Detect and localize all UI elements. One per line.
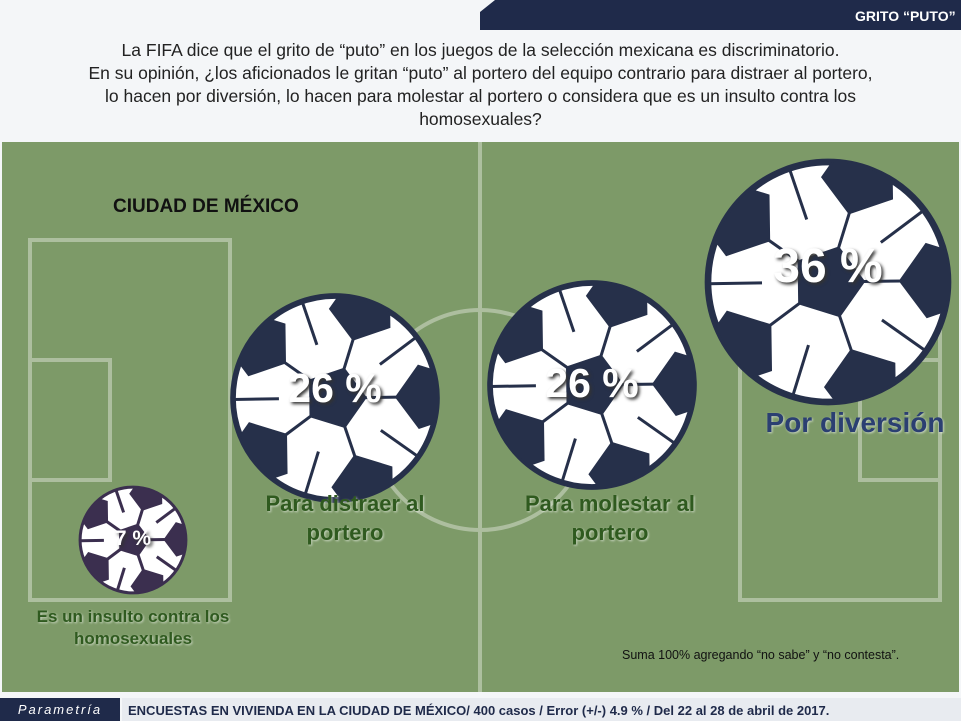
footer-bar (122, 698, 961, 721)
ball-seam (837, 210, 852, 249)
header-bar (480, 0, 961, 30)
ball-seam (105, 548, 122, 561)
ball-patches (708, 162, 948, 402)
ball-patch (588, 441, 650, 487)
ball-patch (651, 351, 694, 417)
category-label: Para molestar al portero (525, 491, 695, 545)
ball-seam (556, 283, 576, 333)
ball-seam (342, 337, 356, 370)
brand-bar (0, 698, 120, 721)
header-tag: GRITO “PUTO” (855, 8, 956, 24)
category-label: Para distraer al portero (265, 491, 425, 545)
ball-patch (797, 246, 866, 318)
ball-seam (490, 384, 536, 389)
ball-patch (130, 568, 164, 593)
ball-seam (558, 438, 577, 487)
ball-seam (600, 413, 614, 446)
ball-seam (539, 347, 568, 369)
ball-patch (394, 364, 437, 430)
question-line: En su opinión, ¿los aficionados le grita… (88, 63, 873, 83)
ball-patches (80, 487, 186, 593)
ball-patch (898, 242, 948, 319)
ball-seam (789, 344, 810, 402)
value-label: 36 % (773, 240, 883, 294)
ball-seam (540, 402, 569, 425)
ball-patch (585, 283, 648, 328)
ball-seam (838, 315, 854, 353)
ball-seam (282, 360, 311, 382)
ball-seam (299, 296, 319, 346)
ball-seam (766, 237, 800, 263)
ball-seam (636, 416, 681, 448)
ball-patch (163, 522, 186, 557)
category-label: Por diversión (765, 407, 945, 438)
question-line: homosexuales? (419, 109, 542, 129)
ball-patch (129, 487, 163, 511)
ball-seam (767, 302, 801, 328)
ball-patch (565, 354, 624, 416)
ball-seam (105, 519, 121, 533)
ball-seam (115, 567, 126, 593)
brand: Parametría (18, 702, 102, 717)
subtitle: CIUDAD DE MÉXICO (113, 196, 299, 217)
ball-seam (881, 318, 932, 356)
question-line: La FIFA dice que el grito de “puto” en l… (121, 40, 840, 60)
ball-seam (708, 281, 763, 286)
ball-patch (80, 494, 109, 530)
ball-patch (490, 298, 544, 364)
category-label: Es un insulto contra los homosexuales (36, 607, 230, 649)
ball-seam (155, 555, 180, 574)
question-line: lo hacen por diversión, lo hacen para mo… (105, 86, 856, 106)
ball-seam (136, 554, 145, 572)
ball-seam (863, 279, 903, 283)
ball-seam (879, 205, 930, 244)
ball-seam (233, 397, 279, 402)
ball-patch (823, 348, 896, 402)
ball-patch (820, 162, 894, 215)
ball-seam (785, 162, 809, 221)
ball-seam (343, 426, 357, 459)
ball-seam (155, 505, 179, 524)
ball-patch (119, 523, 151, 557)
value-label: 7 % (114, 527, 152, 551)
ball-seam (136, 508, 145, 526)
ball (704, 158, 952, 406)
ball (78, 485, 188, 595)
value-label: 26 % (545, 360, 639, 407)
footer-text: ENCUESTAS EN VIVIENDA EN LA CIUDAD DE MÉ… (128, 703, 829, 718)
ball-patch (308, 367, 367, 429)
ball-patch (331, 454, 393, 500)
note: Suma 100% agregando “no sabe” y “no cont… (622, 648, 900, 662)
ball-seam (636, 319, 679, 353)
value-label: 26 % (288, 365, 382, 412)
ball-seam (379, 429, 424, 461)
ball-seam (113, 487, 126, 513)
ball-seam (379, 332, 422, 366)
ball-seam (283, 415, 312, 438)
ball-seam (599, 324, 613, 357)
ball-patch (328, 296, 391, 341)
ball-seam (301, 451, 320, 500)
